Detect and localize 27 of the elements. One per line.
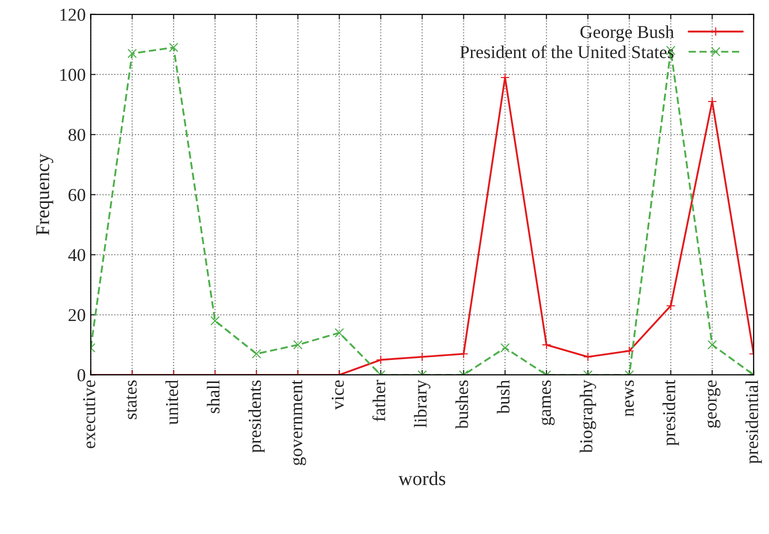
legend-label: George Bush <box>580 25 674 42</box>
x-tick-label: library <box>414 380 430 428</box>
x-tick-label: states <box>126 380 137 420</box>
x-tick-label: vice <box>332 380 344 410</box>
x-tick-label: executive <box>83 380 96 448</box>
x-tick-label: biography <box>580 380 596 453</box>
x-tick-label: government <box>292 380 306 466</box>
x-tick-label: presidents <box>248 380 265 453</box>
y-tick-label: 0 <box>78 369 86 382</box>
y-tick-label: 80 <box>68 128 86 142</box>
x-tick-label: news <box>625 380 634 416</box>
y-tick-label: 40 <box>68 248 86 262</box>
y-tick-label: 120 <box>60 8 86 21</box>
x-tick-label: shall <box>206 380 220 414</box>
x-tick-label: father <box>372 380 386 422</box>
y-tick-label: 60 <box>68 188 86 202</box>
x-tick-label: president <box>662 380 679 446</box>
y-tick-label: 100 <box>60 68 86 81</box>
y-tick-label: 20 <box>68 309 86 322</box>
x-tick-label: bush <box>496 380 510 414</box>
x-tick-label: presidential <box>745 380 762 464</box>
x-tick-label: bushes <box>455 380 468 429</box>
x-tick-label: george <box>707 380 720 428</box>
x-axis-title: words <box>398 472 446 486</box>
x-tick-label: games <box>541 380 555 426</box>
x-tick-label: united <box>165 380 178 425</box>
y-axis-title: Frequency <box>36 154 54 236</box>
